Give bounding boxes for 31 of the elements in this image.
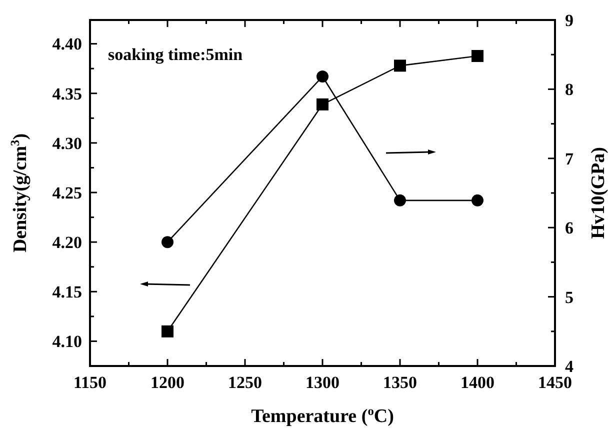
annotation: soaking time:5min bbox=[108, 45, 244, 64]
y2-tick-label: 4 bbox=[565, 356, 574, 376]
y-tick-label: 4.25 bbox=[52, 183, 82, 202]
y-tick-label: 4.15 bbox=[52, 282, 82, 302]
x-axis-title: Temperature ($^{o}$C) bbox=[251, 404, 394, 427]
x-tick-label: 1350 bbox=[383, 373, 417, 392]
x-tick-label: 1150 bbox=[73, 373, 107, 392]
point bbox=[472, 194, 484, 206]
y2-tick-label: 8 bbox=[565, 80, 574, 100]
x-tick-label: 1250 bbox=[228, 373, 262, 392]
x-tick-label: 1400 bbox=[460, 373, 494, 392]
point bbox=[316, 70, 328, 83]
point bbox=[472, 50, 484, 62]
y2-tick-label: 9 bbox=[565, 10, 574, 30]
point bbox=[394, 194, 406, 206]
y-tick-label: 4.30 bbox=[52, 134, 82, 153]
point bbox=[162, 236, 174, 248]
point bbox=[316, 98, 328, 110]
y-tick-label: 4.20 bbox=[52, 233, 82, 252]
point bbox=[394, 60, 406, 72]
x-tick-label: 1200 bbox=[150, 373, 184, 392]
point bbox=[162, 325, 174, 338]
y-tick-label: 4.10 bbox=[52, 332, 82, 352]
y-tick-label: 4.40 bbox=[52, 34, 82, 54]
y-tick-label: 4.35 bbox=[52, 84, 82, 104]
y2-tick-label: 7 bbox=[565, 149, 574, 168]
x-tick-label: 1300 bbox=[306, 373, 340, 392]
y2-tick-label: 5 bbox=[565, 288, 574, 307]
y2-axis-title: Hv10(GPa) bbox=[588, 147, 609, 239]
x-tick-label: 1450 bbox=[538, 373, 572, 392]
y2-tick-label: 6 bbox=[565, 218, 574, 238]
